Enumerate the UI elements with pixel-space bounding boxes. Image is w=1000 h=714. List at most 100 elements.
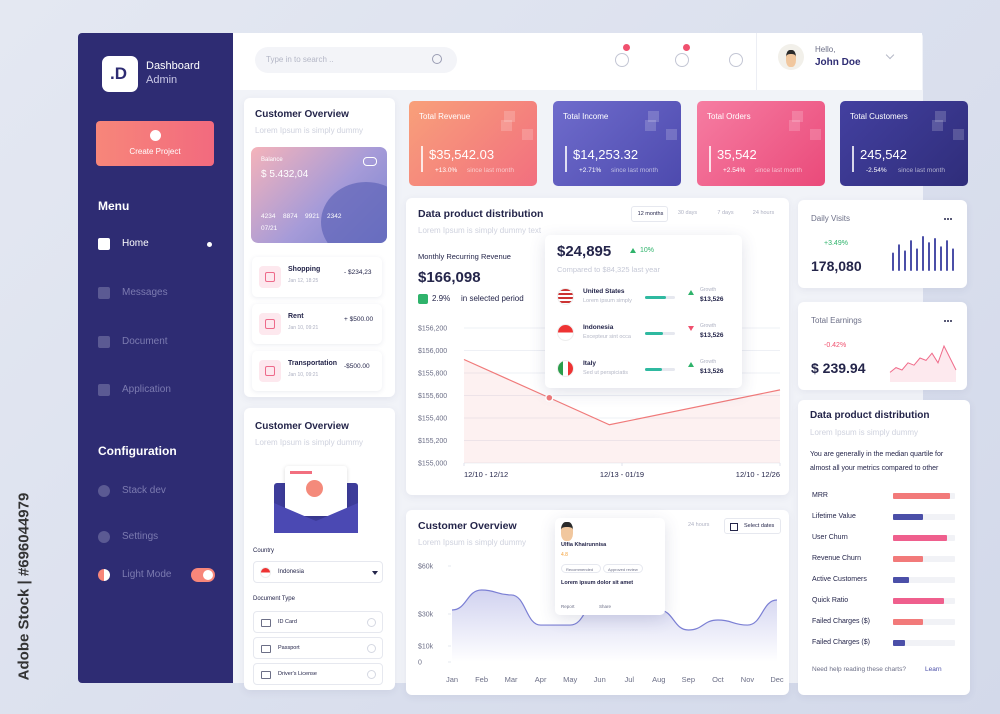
hover-point bbox=[545, 393, 554, 402]
metric-label: Quick Ratio bbox=[812, 597, 849, 604]
header-icon[interactable] bbox=[615, 53, 629, 67]
stat-title: Total Revenue bbox=[419, 112, 471, 121]
decor bbox=[953, 129, 964, 140]
stat-change: -2.54% bbox=[866, 167, 887, 174]
x-tick-label: 12/10 - 12/12 bbox=[464, 470, 508, 479]
card-number: 4234 bbox=[261, 213, 276, 220]
y-tick-label: 0 bbox=[418, 660, 422, 667]
change: +3.49% bbox=[824, 240, 848, 247]
growth-amount: $13,526 bbox=[700, 332, 724, 339]
document-label: ID Card bbox=[278, 619, 297, 625]
bar bbox=[904, 250, 906, 271]
y-tick-label: $30k bbox=[418, 612, 434, 619]
decor bbox=[810, 129, 821, 140]
bar-track bbox=[893, 514, 955, 520]
country-name: Indonesia bbox=[583, 324, 614, 331]
x-tick-label: Jun bbox=[594, 675, 606, 684]
card-number: 9921 bbox=[305, 213, 320, 220]
bar bbox=[893, 640, 906, 646]
decor bbox=[792, 111, 803, 122]
mrr-label: Monthly Recurring Revenue bbox=[418, 252, 511, 261]
stat-card: Total Orders 35,542 +2.54% since last month bbox=[697, 101, 825, 186]
stat-bar bbox=[852, 146, 854, 172]
learn-link[interactable]: Learn bbox=[925, 666, 942, 673]
menu-item: Home bbox=[122, 238, 149, 249]
radio bbox=[367, 670, 376, 679]
menu-dot bbox=[950, 218, 952, 220]
x-tick-label: Jul bbox=[624, 675, 634, 684]
config-icon bbox=[98, 531, 110, 543]
stat-note: since last month bbox=[898, 167, 945, 174]
decor bbox=[648, 111, 659, 122]
document-option[interactable]: Passport bbox=[253, 637, 383, 659]
header-icon[interactable] bbox=[729, 53, 743, 67]
menu-item: Messages bbox=[122, 287, 168, 298]
search-placeholder: Type in to search .. bbox=[266, 55, 334, 64]
tab[interactable]: 7 days bbox=[707, 206, 744, 222]
transaction-date: Jan 12, 18:25 bbox=[288, 278, 319, 284]
greeting: Hello, bbox=[815, 45, 836, 54]
tab-label: 12 months bbox=[637, 211, 664, 217]
bar bbox=[946, 240, 948, 271]
metric-label: Lifetime Value bbox=[812, 513, 856, 520]
y-tick-label: $155,000 bbox=[418, 461, 447, 468]
popup-change: 10% bbox=[640, 247, 655, 254]
decor bbox=[666, 129, 677, 140]
document-label: Driver's License bbox=[278, 671, 317, 677]
stat-bar bbox=[709, 146, 711, 172]
growth-label: Growth bbox=[700, 323, 717, 329]
menu-dot bbox=[947, 218, 949, 220]
help-text: Need help reading these charts? bbox=[812, 666, 906, 673]
tab[interactable]: 12 months bbox=[631, 206, 668, 222]
config-item: Settings bbox=[122, 531, 159, 542]
select-dates[interactable]: Select dates bbox=[724, 518, 781, 534]
country-desc: Excepteur sint occa bbox=[583, 334, 631, 340]
y-tick-label: $155,400 bbox=[418, 416, 447, 423]
tab-label: 30 days bbox=[677, 210, 698, 216]
reviewer-name: Ulfia Khairunnisa bbox=[561, 542, 607, 548]
menu-icon bbox=[98, 336, 110, 348]
tab[interactable]: 30 days bbox=[669, 206, 706, 222]
stat-card: Total Income $14,253.32 +2.71% since last m… bbox=[553, 101, 681, 186]
area bbox=[452, 590, 777, 662]
field-label: Document Type bbox=[253, 596, 295, 602]
stat-change: +2.71% bbox=[579, 167, 602, 174]
progress-track bbox=[645, 332, 675, 335]
card-label: Balance bbox=[261, 157, 283, 163]
stat-change: +13.0% bbox=[435, 167, 458, 174]
card-expiry: 07/21 bbox=[261, 225, 278, 232]
document-option[interactable]: Driver's License bbox=[253, 663, 383, 685]
country-select[interactable]: Indonesia bbox=[253, 561, 383, 583]
x-tick-label: Dec bbox=[770, 675, 784, 684]
review-popup: Ulfia Khairunnisa 4.8 Recommended Approved … bbox=[555, 518, 665, 615]
bar bbox=[940, 246, 942, 271]
search-box[interactable]: Type in to search .. bbox=[255, 47, 457, 73]
country-value: Indonesia bbox=[278, 569, 305, 575]
y-tick-label: $156,200 bbox=[418, 326, 447, 333]
stat-title: Total Orders bbox=[707, 112, 751, 121]
tab[interactable]: 24 hours bbox=[745, 206, 782, 222]
x-tick-label: Feb bbox=[475, 675, 488, 684]
at-badge bbox=[306, 480, 323, 497]
review-text: Lorem ipsum dolor sit amet bbox=[561, 580, 634, 586]
header-icon[interactable] bbox=[675, 53, 689, 67]
config-item: Light Mode bbox=[122, 569, 172, 580]
progress-bar bbox=[645, 332, 663, 335]
value: $ 239.94 bbox=[811, 360, 866, 376]
value: 178,080 bbox=[811, 258, 862, 274]
chevron[interactable] bbox=[885, 50, 895, 60]
card-subtitle: Lorem Ipsum is simply dummy bbox=[418, 538, 527, 547]
card-subtitle: Lorem Ipsum is simply dummy bbox=[810, 428, 919, 437]
stat-bar bbox=[421, 146, 423, 172]
light-mode-toggle[interactable] bbox=[191, 568, 215, 582]
bar bbox=[922, 236, 924, 271]
menu-item: Application bbox=[122, 384, 171, 395]
transaction-name: Transportation bbox=[288, 360, 338, 367]
bar bbox=[893, 556, 923, 562]
document-option[interactable]: ID Card bbox=[253, 611, 383, 633]
decor bbox=[932, 120, 943, 131]
create-project-button[interactable]: Create Project bbox=[96, 121, 214, 166]
bar bbox=[892, 252, 894, 271]
dropdown-caret bbox=[372, 571, 378, 575]
